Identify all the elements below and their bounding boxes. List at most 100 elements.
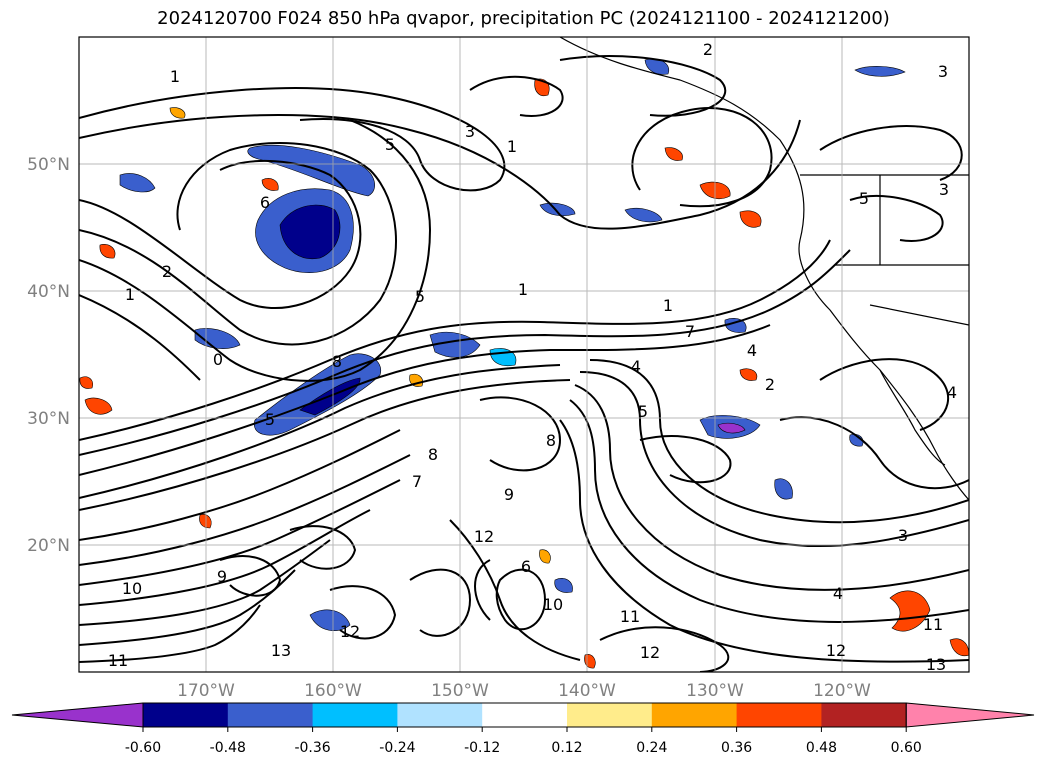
contour-label: 3: [465, 122, 475, 141]
contour-line: [79, 454, 411, 566]
contour-label: 5: [415, 287, 425, 306]
precip-positive-region: [889, 590, 931, 632]
contour-line: [479, 396, 562, 472]
contour-line: [449, 519, 581, 661]
contour-line: [559, 419, 969, 663]
contour-line: [79, 509, 371, 606]
contour-line: [289, 525, 357, 570]
contour-line: [79, 324, 771, 476]
colorbar-tick-label: -0.60: [125, 740, 161, 756]
contour-line: [579, 371, 969, 548]
colorbar-tick-label: -0.12: [464, 740, 500, 756]
contour-label: 2: [765, 375, 775, 394]
contour-line: [79, 539, 331, 626]
contour-label: 11: [923, 615, 943, 634]
contour-line: [79, 429, 401, 541]
contour-line: [631, 107, 773, 208]
precip-negative-region: [854, 66, 906, 77]
precip-negative-region: [624, 208, 663, 223]
colorbar-tick-label: 0.36: [721, 740, 752, 756]
colorbar-tick-label: -0.48: [210, 740, 246, 756]
contour-label: 2: [703, 40, 713, 59]
lon-label: 160°W: [304, 681, 362, 701]
colorbar-tick-label: -0.24: [379, 740, 415, 756]
map-title: 2024120700 F024 850 hPa qvapor, precipit…: [157, 8, 890, 29]
contour-label: 12: [826, 641, 846, 660]
precip-negative-region: [247, 144, 375, 197]
colorbar-segment: [482, 703, 568, 727]
contour-label: 8: [428, 445, 438, 464]
contour-label: 4: [833, 584, 843, 603]
contour-label-group: 2 3 1 5 6 1 2 1 0 1 8 5 1 7 4 5 3 8 9 7 …: [108, 40, 957, 674]
colorbar-tick-label: 0.48: [806, 740, 837, 756]
contour-label: 13: [271, 641, 291, 660]
contour-line: [589, 359, 969, 524]
colorbar-segment: [397, 703, 483, 727]
precip-positive-region: [739, 368, 758, 381]
precip-positive-region: [664, 147, 683, 161]
contour-label: 4: [747, 341, 757, 360]
contour-line: [79, 379, 571, 511]
contour-line: [79, 604, 261, 663]
precip-positive-region: [534, 78, 550, 97]
contour-label: 1: [125, 285, 135, 304]
coastlines: [559, 37, 969, 501]
contour-line: [569, 399, 969, 623]
contour-label: 2: [162, 262, 172, 281]
contour-label: 4: [631, 357, 641, 376]
contour-line: [469, 75, 564, 117]
contour-label: 5: [385, 135, 395, 154]
precip-negative-region: [119, 173, 156, 193]
lon-label: 170°W: [177, 681, 235, 701]
precip-positive-region: [99, 244, 116, 259]
contour-label: 11: [620, 607, 640, 626]
lat-label: 30°N: [27, 409, 70, 429]
contour-label: 11: [108, 651, 128, 670]
precip-negative-region: [774, 478, 793, 500]
contour-line: [329, 585, 397, 640]
contour-label: 5: [265, 410, 275, 429]
contour-label: 5: [638, 402, 648, 421]
colorbar-tick-label: 0.60: [891, 740, 922, 756]
contour-line: [559, 55, 727, 117]
contour-label: 0: [213, 350, 223, 369]
contour-label: 1: [507, 137, 517, 156]
contour-line: [79, 479, 401, 586]
lon-label: 120°W: [813, 681, 871, 701]
contour-label: 12: [340, 622, 360, 641]
contour-label: 4: [947, 383, 957, 402]
lon-label: 130°W: [686, 681, 744, 701]
contour-line: [79, 249, 851, 456]
lat-label: 40°N: [27, 282, 70, 302]
colorbar-extend-min: [11, 702, 144, 728]
lat-label: 20°N: [27, 536, 70, 556]
colorbar-extend-max: [905, 702, 1035, 728]
contour-label: 9: [504, 485, 514, 504]
contour-line: [219, 555, 282, 597]
precip-negative-region: [539, 202, 576, 216]
colorbar: -0.60 -0.48 -0.36 -0.24 -0.12 0.12 0.24 0.36 0.4…: [11, 702, 1035, 756]
contour-label: 3: [898, 526, 908, 545]
colorbar-tick-label: -0.36: [294, 740, 330, 756]
contour-line: [599, 626, 730, 672]
lat-label: 50°N: [27, 155, 70, 175]
contour-label: 8: [546, 431, 556, 450]
lon-label: 150°W: [431, 681, 489, 701]
contour-line: [79, 141, 397, 346]
colorbar-segment: [821, 703, 907, 727]
contour-line: [79, 87, 506, 192]
colorbar-segment: [143, 703, 229, 727]
precip-positive-region: [949, 638, 969, 657]
contour-label: 7: [685, 322, 695, 341]
contour-label: 1: [170, 67, 180, 86]
precip-positive-region: [261, 178, 279, 191]
latitude-labels: 50°N 40°N 30°N 20°N: [27, 155, 70, 556]
coastline-baja: [879, 369, 946, 466]
contour-line: [819, 358, 950, 431]
contour-label: 10: [122, 579, 142, 598]
contour-line: [495, 568, 547, 631]
border-line: [869, 304, 969, 326]
contour-line: [639, 435, 732, 484]
contour-label: 10: [543, 595, 563, 614]
